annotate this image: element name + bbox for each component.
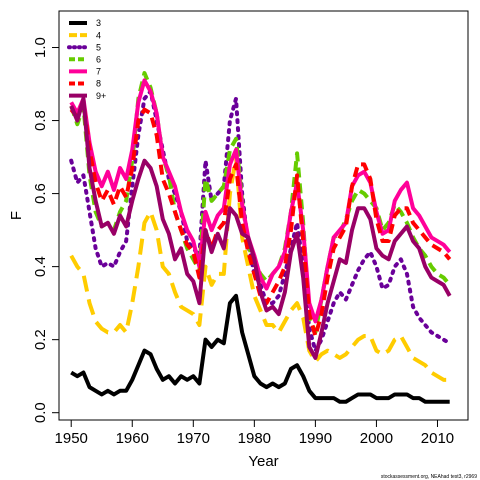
y-axis: 0.0 0.2 0.4 0.6 0.8 1.0 (32, 37, 60, 423)
x-tick-label: 1990 (299, 430, 332, 447)
legend-label: 8 (96, 79, 101, 89)
legend-label: 3 (96, 18, 101, 28)
y-tick-label: 0.8 (32, 110, 49, 131)
series-line-9plus (69, 96, 452, 360)
series-line-7 (69, 78, 452, 324)
legend-label: 5 (96, 42, 101, 52)
legend-label: 7 (96, 67, 101, 77)
x-tick-label: 1970 (177, 430, 210, 447)
y-tick-label: 0.2 (32, 329, 49, 350)
legend: 3 4 5 6 7 8 9+ (67, 18, 106, 101)
x-tick-label: 1980 (238, 430, 271, 447)
x-tick-label: 1950 (55, 430, 88, 447)
legend-label: 9+ (96, 91, 106, 101)
x-axis-title: Year (248, 453, 278, 470)
y-tick-label: 1.0 (32, 37, 49, 58)
x-tick-label: 2010 (421, 430, 454, 447)
series-line-3 (70, 293, 450, 404)
series-lines (69, 71, 452, 404)
x-tick-label: 2000 (360, 430, 393, 447)
y-tick-label: 0.4 (32, 256, 49, 277)
y-axis-title: F (8, 211, 25, 220)
series-line-4 (69, 155, 450, 382)
x-tick-label: 1960 (116, 430, 149, 447)
credit-note: stockassessment.org, NEAhad test3, r2969 (381, 474, 477, 480)
y-tick-label: 0.6 (32, 183, 49, 204)
x-axis: 1950 1960 1970 1980 1990 2000 2010 (55, 419, 454, 447)
y-tick-label: 0.0 (32, 402, 49, 423)
legend-label: 6 (96, 55, 101, 65)
legend-label: 4 (96, 30, 101, 40)
series-line-8 (69, 100, 452, 339)
